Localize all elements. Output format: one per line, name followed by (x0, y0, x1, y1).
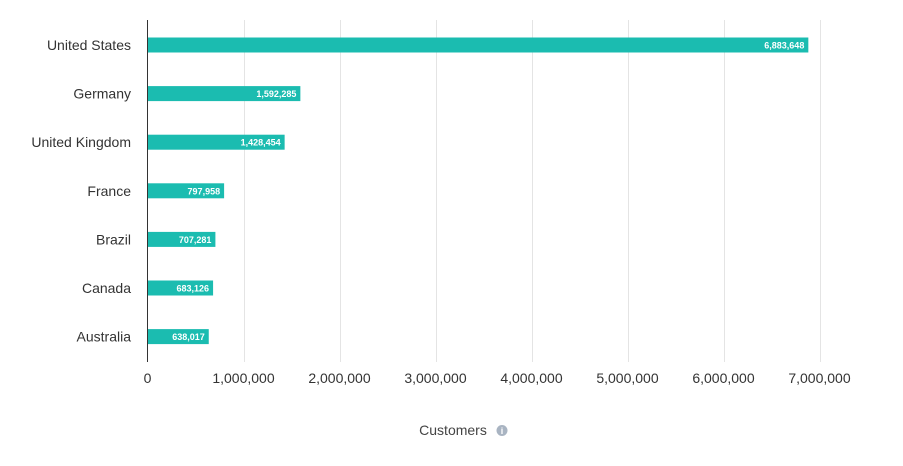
x-tick-label: 4,000,000 (500, 370, 562, 386)
category-label: Canada (82, 280, 131, 296)
x-tick-label: 5,000,000 (596, 370, 658, 386)
category-label: United States (47, 37, 131, 53)
bar[interactable] (148, 329, 209, 345)
category-label: Australia (77, 329, 132, 345)
x-tick-label: 3,000,000 (404, 370, 466, 386)
bar[interactable] (148, 183, 225, 199)
bar-value-label: 797,958 (188, 186, 221, 196)
x-tick-label: 6,000,000 (692, 370, 754, 386)
info-icon-circle (496, 425, 508, 436)
info-icon[interactable]: i (496, 425, 508, 436)
bar[interactable] (148, 134, 285, 150)
bar[interactable] (148, 86, 301, 102)
bars: 6,883,648 1,592,285 1,428,454 797,958 707,28… (148, 37, 809, 345)
bar-value-label: 6,883,648 (764, 41, 804, 51)
category-label: France (87, 183, 131, 199)
category-labels: United States Germany United Kingdom France… (31, 37, 131, 345)
bar-value-label: 707,281 (179, 235, 212, 245)
x-tick-label: 1,000,000 (212, 370, 274, 386)
bar-value-label: 683,126 (177, 284, 210, 294)
category-label: Brazil (96, 231, 131, 247)
category-label: Germany (73, 86, 131, 102)
bar-value-label: 638,017 (172, 332, 205, 342)
info-icon-glyph: i (501, 426, 504, 436)
x-tick-labels: 0 1,000,000 2,000,000 3,000,000 4,000,000 5,0… (144, 370, 851, 386)
gridlines (244, 20, 821, 362)
category-label: United Kingdom (31, 134, 131, 150)
x-axis-title-group[interactable]: Customers i (419, 422, 508, 438)
bar-value-label: 1,428,454 (241, 138, 281, 148)
bar[interactable] (148, 231, 216, 247)
bar[interactable] (148, 280, 214, 296)
x-tick-label: 7,000,000 (788, 370, 850, 386)
bar-value-label: 1,592,285 (256, 89, 296, 99)
bar[interactable] (148, 37, 809, 53)
x-axis-title: Customers (419, 422, 487, 438)
x-tick-label: 0 (144, 370, 152, 386)
x-tick-label: 2,000,000 (308, 370, 370, 386)
